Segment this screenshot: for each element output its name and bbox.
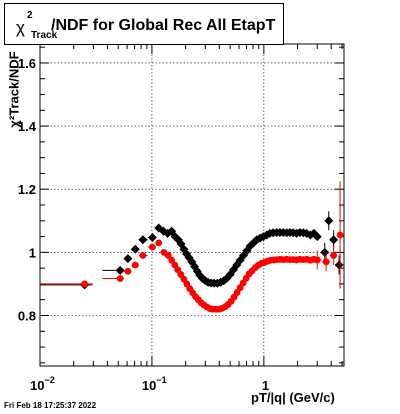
series-black: [40, 211, 344, 290]
data-point: [322, 258, 330, 266]
data-point: [334, 260, 344, 270]
y-axis-label: χ²Track/NDF: [6, 51, 22, 128]
data-point: [155, 239, 163, 247]
y-tick-label: 1: [29, 245, 36, 260]
data-point: [313, 256, 321, 264]
x-tick-label: 1: [262, 378, 269, 393]
data-point: [131, 261, 139, 269]
x-tick-label: 10−2: [30, 375, 55, 393]
y-tick-label: 1.4: [18, 119, 37, 134]
data-point: [139, 252, 147, 259]
data-point: [329, 235, 339, 245]
y-tick-label: 1.2: [18, 182, 36, 197]
data-point: [124, 267, 132, 275]
axes: [39, 43, 345, 367]
data-point: [81, 280, 88, 288]
title-chi-symbol: χ: [16, 18, 25, 37]
y-tick-label: 1.6: [18, 56, 36, 71]
grid-lines: [39, 44, 344, 366]
title-chi-subscript: Track: [31, 30, 58, 41]
data-point: [330, 252, 338, 259]
timestamp: Fri Feb 18 17:25:37 2022: [4, 401, 97, 410]
data-point: [130, 244, 140, 254]
title-box: χ 2 Track /NDF for Global Rec All EtapT: [4, 3, 284, 45]
axis-ticks: 0.8 1 1.2 1.4 1.6 10−2 10−1 1: [18, 44, 344, 393]
data-point: [138, 235, 148, 245]
data-point: [235, 255, 245, 265]
data-point: [149, 243, 156, 251]
data-point: [123, 254, 133, 264]
data-point: [115, 265, 125, 275]
x-tick-label: 10−1: [142, 375, 167, 393]
series-red: [40, 181, 344, 313]
data-point: [164, 252, 172, 259]
data-point: [312, 232, 322, 242]
data-point: [147, 233, 157, 243]
title-chi-superscript: 2: [27, 10, 33, 21]
data-point: [324, 216, 334, 226]
y-tick-label: 0.8: [18, 308, 36, 323]
plot-frame: [39, 43, 345, 367]
x-axis-label: pT/|q| (GeV/c): [251, 390, 335, 405]
data-series: [40, 181, 344, 313]
data-point: [336, 231, 344, 239]
chart-title: /NDF for Global Rec All EtapT: [51, 17, 276, 34]
data-point: [116, 275, 124, 282]
data-point: [320, 247, 330, 257]
